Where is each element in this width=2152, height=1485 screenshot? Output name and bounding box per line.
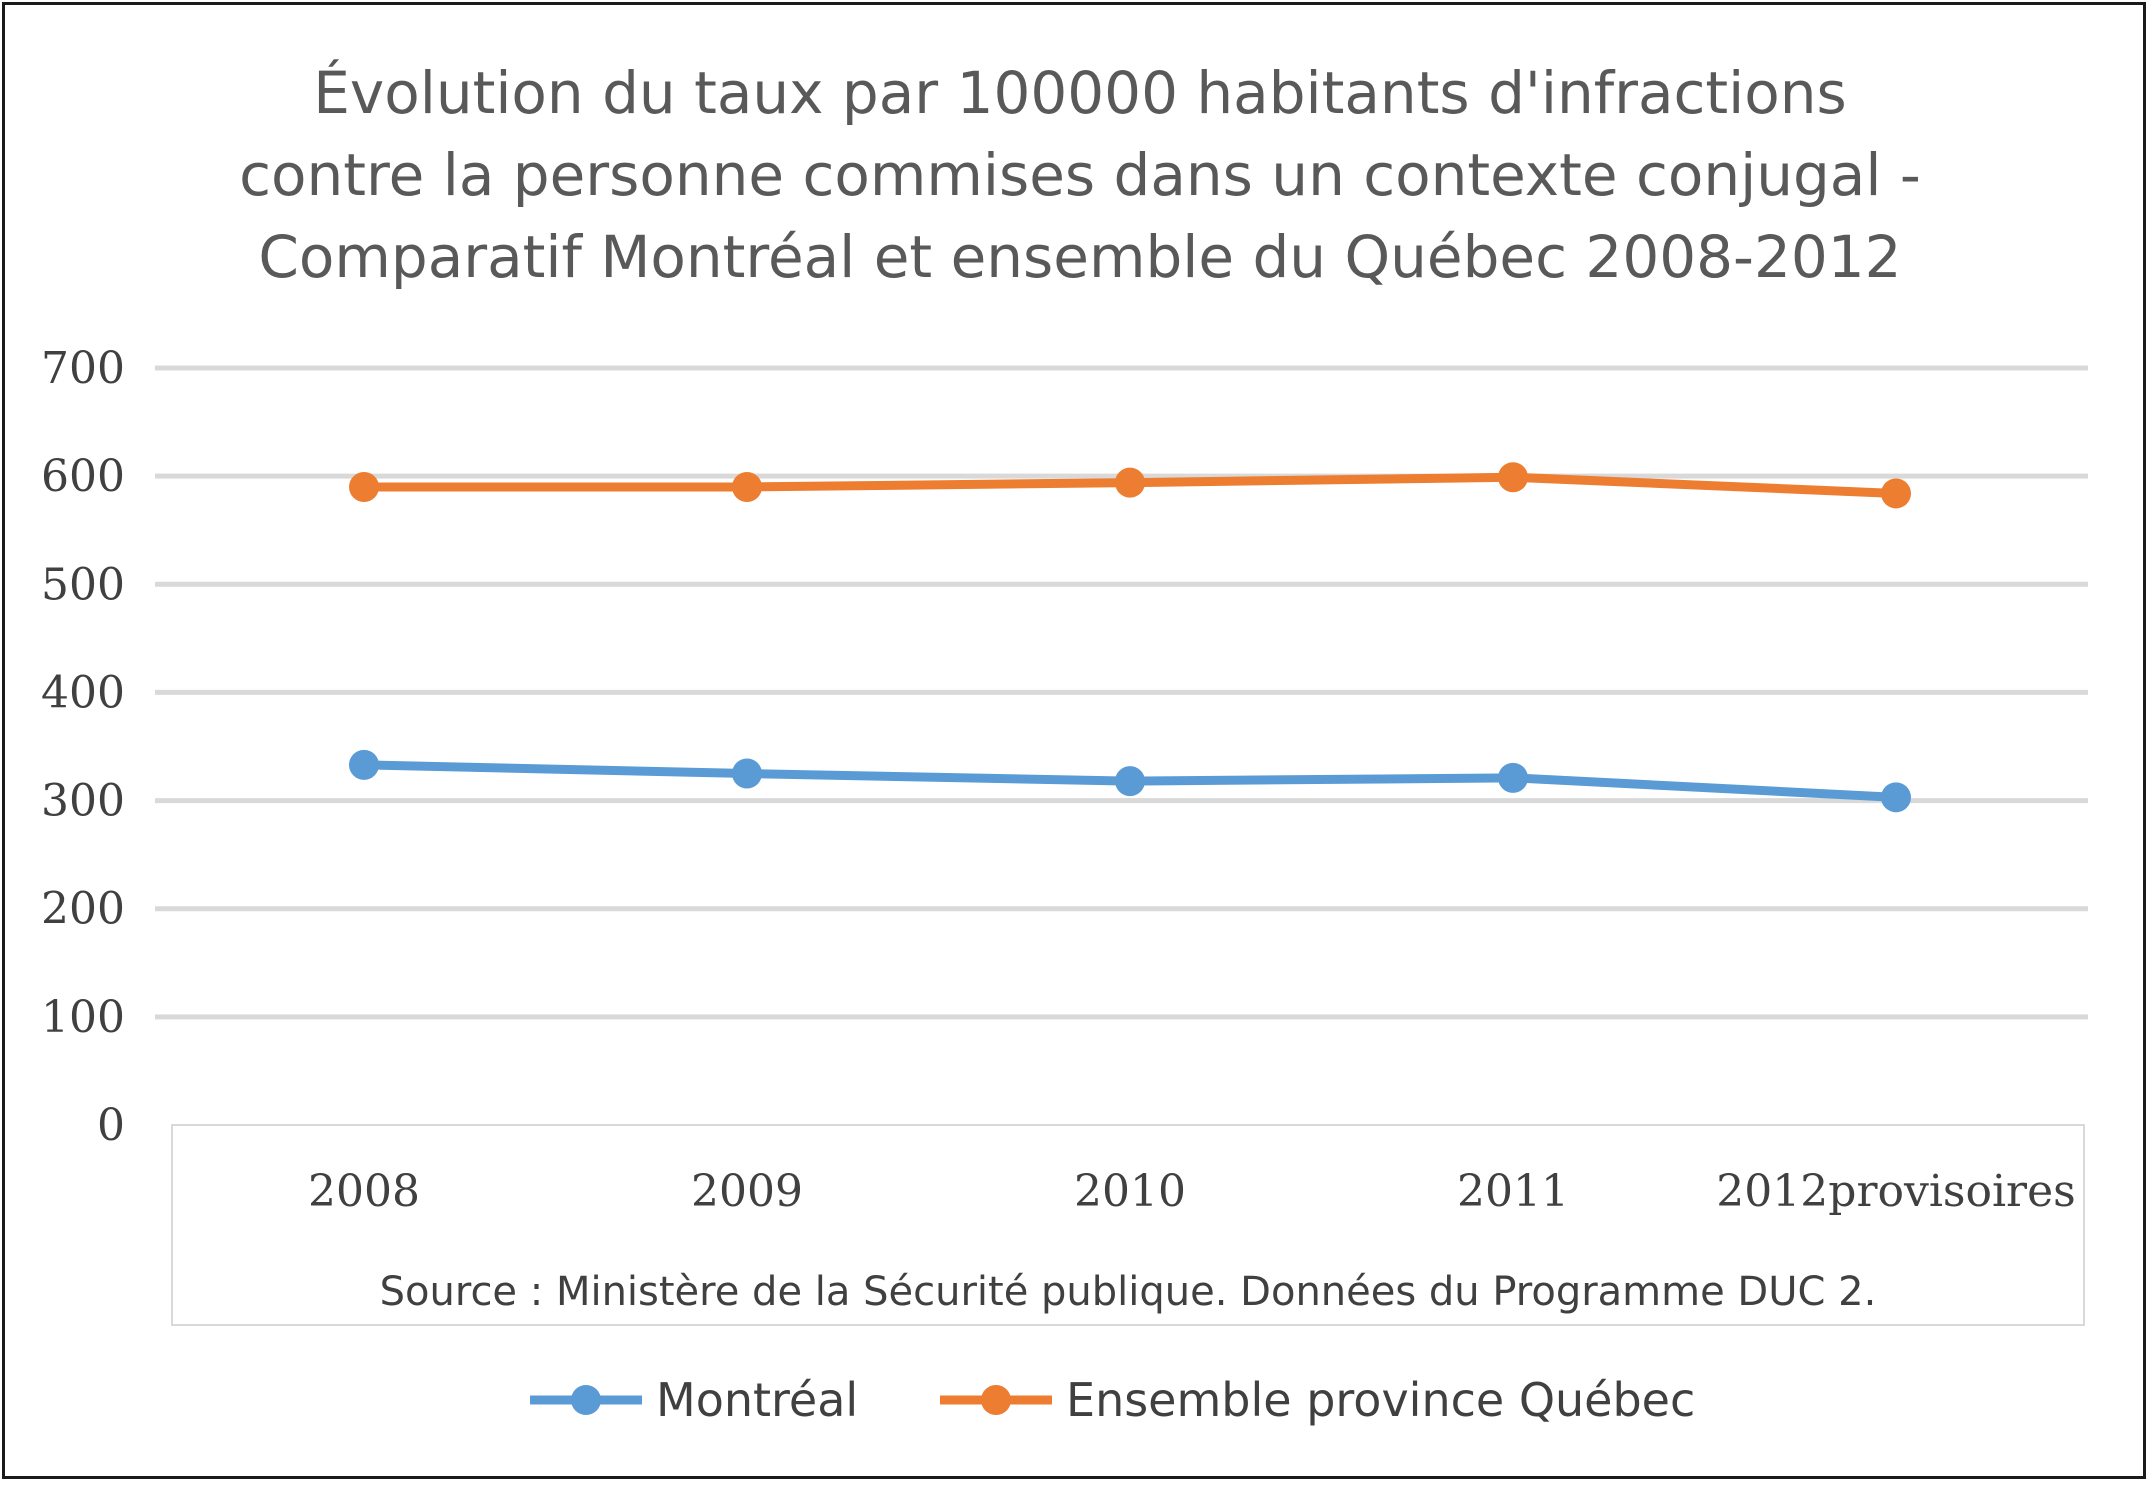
chart-title-line-3: Comparatif Montréal et ensemble du Québe… bbox=[258, 223, 1902, 291]
y-axis-ticks: 0 100 200 300 400 500 600 700 bbox=[41, 343, 125, 1151]
data-point bbox=[349, 749, 379, 780]
chart-title-line-2: contre la personne commises dans un cont… bbox=[239, 141, 1921, 209]
legend-item: Ensemble province Québec bbox=[940, 1373, 1695, 1427]
series-0 bbox=[349, 749, 1911, 813]
y-tick-label: 200 bbox=[41, 884, 125, 935]
series-1 bbox=[349, 462, 1911, 509]
x-tick-label: 2010 bbox=[1074, 1166, 1186, 1217]
x-tick-label: 2009 bbox=[691, 1166, 803, 1217]
gridlines bbox=[155, 365, 2088, 1020]
y-tick-label: 500 bbox=[41, 559, 125, 610]
x-tick-label: 2012provisoires bbox=[1716, 1166, 2075, 1217]
legend-swatch-marker bbox=[571, 1385, 601, 1415]
x-axis-categories: 2008 2009 2010 2011 2012provisoires bbox=[308, 1166, 2076, 1217]
y-tick-label: 100 bbox=[41, 992, 125, 1043]
data-point bbox=[1115, 766, 1145, 797]
y-tick-label: 700 bbox=[41, 343, 125, 394]
source-note: Source : Ministère de la Sécurité publiq… bbox=[380, 1269, 1877, 1315]
chart-title-line-1: Évolution du taux par 100000 habitants d… bbox=[313, 59, 1847, 127]
y-tick-label: 600 bbox=[41, 451, 125, 502]
data-point bbox=[1881, 782, 1911, 813]
legend-item: Montréal bbox=[530, 1373, 858, 1427]
legend-swatch-marker bbox=[981, 1385, 1011, 1415]
data-point bbox=[732, 471, 762, 502]
legend: Montréal Ensemble province Québec bbox=[530, 1373, 1695, 1427]
data-point bbox=[1881, 478, 1911, 509]
series-group bbox=[349, 462, 1911, 813]
x-tick-label: 2008 bbox=[308, 1166, 420, 1217]
data-point bbox=[1115, 467, 1145, 498]
y-tick-label: 0 bbox=[97, 1100, 125, 1151]
legend-label: Montréal bbox=[656, 1373, 858, 1427]
y-tick-label: 400 bbox=[41, 667, 125, 718]
chart-title: Évolution du taux par 100000 habitants d… bbox=[160, 52, 2000, 298]
data-point bbox=[1498, 762, 1528, 793]
y-tick-label: 300 bbox=[41, 776, 125, 827]
category-axis-box bbox=[171, 1124, 2085, 1326]
x-tick-label: 2011 bbox=[1457, 1166, 1569, 1217]
data-point bbox=[732, 758, 762, 789]
data-point bbox=[1498, 462, 1528, 493]
legend-label: Ensemble province Québec bbox=[1066, 1373, 1695, 1427]
data-point bbox=[349, 471, 379, 502]
